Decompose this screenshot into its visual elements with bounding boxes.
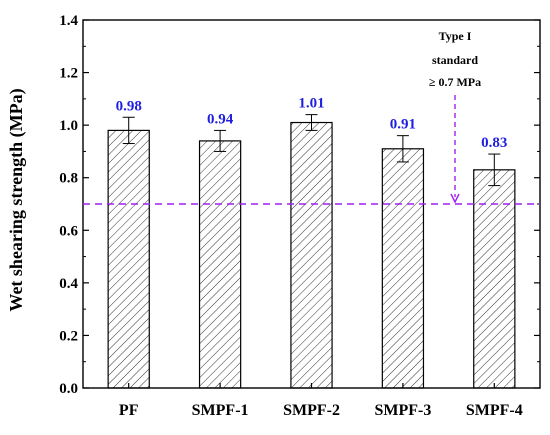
reference-annotation: standard (432, 53, 478, 67)
y-tick-label: 0.0 (59, 381, 78, 397)
y-tick-label: 1.2 (59, 66, 78, 82)
data-label: 0.98 (116, 98, 142, 114)
bar (473, 169, 516, 389)
data-label: 0.83 (481, 135, 507, 151)
annotation-arrow-head (450, 193, 460, 204)
data-label: 0.94 (207, 111, 234, 127)
x-tick-label: SMPF-1 (192, 402, 249, 419)
y-axis-title: Wet shearing strength (MPa) (6, 88, 27, 311)
bar (198, 140, 242, 389)
y-tick-label: 0.8 (59, 171, 78, 187)
bar (381, 148, 425, 389)
data-label: 1.01 (298, 96, 324, 112)
y-tick-label: 1.4 (59, 13, 78, 29)
y-tick-label: 0.4 (59, 276, 78, 292)
data-label: 0.91 (390, 117, 416, 133)
plot-area: 0.0 0.2 0.4 0.6 0.8 1.0 1.2 1.4 0.98 PF 0.94 SMPF-1… (59, 13, 541, 419)
x-tick-label: SMPF-3 (374, 402, 431, 419)
y-tick-label: 1.0 (59, 118, 78, 134)
bar (107, 129, 150, 389)
x-tick-label: SMPF-2 (283, 402, 340, 419)
x-tick-label: PF (119, 402, 139, 419)
reference-annotation: Type I (439, 29, 472, 43)
y-tick-label: 0.2 (59, 328, 78, 344)
bar (290, 121, 333, 389)
x-tick-label: SMPF-4 (466, 402, 523, 419)
y-tick-label: 0.6 (59, 223, 78, 239)
reference-annotation: ≥ 0.7 MPa (429, 75, 481, 89)
